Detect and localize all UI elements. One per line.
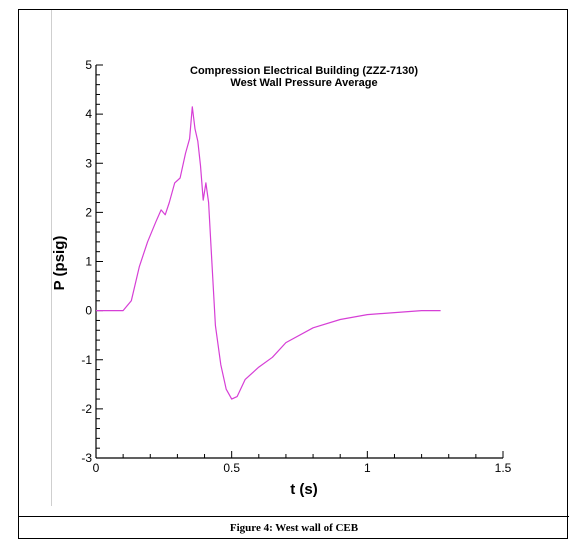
x-tick-label: 1.5 bbox=[495, 461, 512, 475]
y-axis-label: P (psig) bbox=[51, 236, 68, 291]
x-axis-label: t (s) bbox=[290, 481, 318, 498]
chart-subtitle: West Wall Pressure Average bbox=[230, 77, 377, 89]
plot-area bbox=[96, 106, 441, 400]
y-tick-label: 5 bbox=[85, 58, 92, 72]
y-tick-label: 3 bbox=[85, 156, 92, 170]
x-tick-label: 0.5 bbox=[223, 461, 240, 475]
series-line bbox=[96, 106, 441, 400]
y-tick-label: 0 bbox=[85, 304, 92, 318]
frame-divider-vertical bbox=[51, 10, 52, 506]
figure-frame: Figure 4: West wall of CEB bbox=[18, 9, 569, 539]
y-tick-label: -2 bbox=[81, 402, 92, 416]
axes: -3 -2 -1 0 1 2 3 4 5 0 0.5 1 1.5 bbox=[81, 58, 511, 475]
y-tick-label: -1 bbox=[81, 353, 92, 367]
frame-divider-horizontal bbox=[19, 516, 569, 517]
figure-caption: Figure 4: West wall of CEB bbox=[229, 522, 359, 534]
x-tick-label: 0 bbox=[93, 461, 100, 475]
y-tick-label: 1 bbox=[85, 255, 92, 269]
y-tick-label: 2 bbox=[85, 205, 92, 219]
chart-title: Compression Electrical Building (ZZZ-713… bbox=[190, 65, 418, 77]
y-tick-label: 4 bbox=[85, 107, 92, 121]
x-tick-label: 1 bbox=[364, 461, 371, 475]
y-tick-label: -3 bbox=[81, 451, 92, 465]
